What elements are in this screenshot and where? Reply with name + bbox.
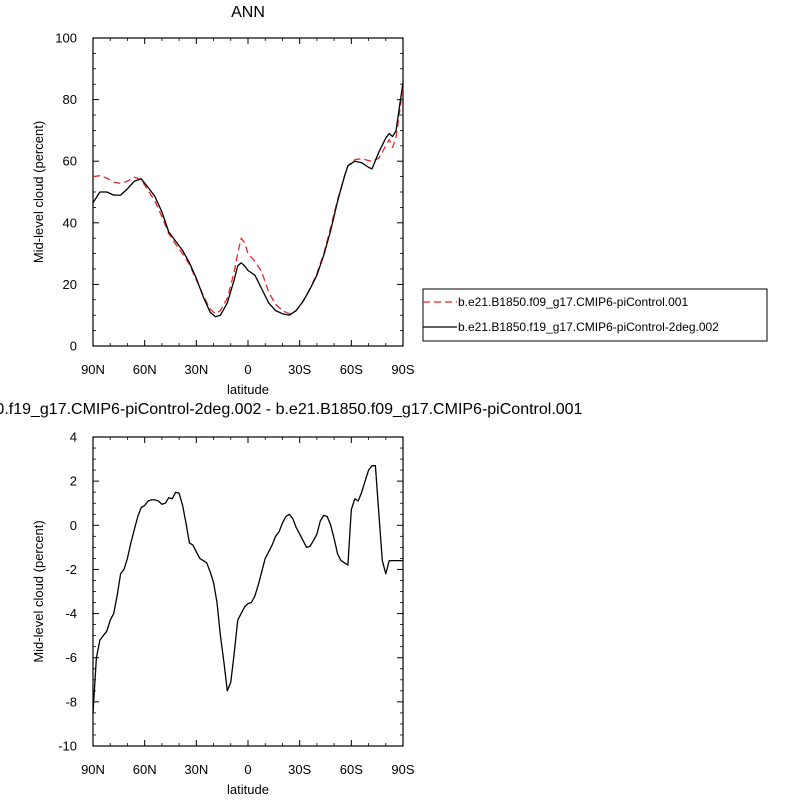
top-plot-frame [92,37,404,347]
legend: b.e21.B1850.f09_g17.CMIP6-piControl.001b… [422,288,768,342]
bottom-plot-frame [92,436,404,747]
top-plot-area: 0 20 40 60 80 100 90N 60N 30N 0 30S 60S 90S latitude M… [31,31,415,398]
bottom-x-tick-label: 60N [133,762,157,777]
top-y-tick-label: 60 [63,154,77,169]
legend-entry-1: b.e21.B1850.f09_g17.CMIP6-piControl.001 [458,295,688,309]
bottom-y-tick-label: 2 [70,474,77,489]
bottom-y-tick-label: 4 [70,430,77,445]
legend-entry-2: b.e21.B1850.f19_g17.CMIP6-piControl-2deg… [458,320,719,334]
bottom-plot-area: -10 -8 -6 -4 -2 0 2 4 90N 60N 30N 0 30S 60S 90S latitud… [31,430,415,798]
top-y-tick-label: 20 [63,277,77,292]
top-x-tick-label: 0 [244,362,251,377]
top-x-tick-label: 60N [133,362,157,377]
bottom-x-axis-label: latitude [227,782,269,797]
legend-box [422,288,768,342]
bottom-y-tick-label: -4 [65,606,77,621]
top-x-tick-label: 30S [288,362,311,377]
bottom-x-tick-label: 90S [391,762,414,777]
top-x-tick-label: 30N [184,362,208,377]
top-y-tick-label: 80 [63,92,77,107]
bottom-y-tick-label: -2 [65,562,77,577]
top-y-tick-label: 0 [70,339,77,354]
bottom-series-line-1 [92,465,403,713]
bottom-x-tick-label: 90N [81,762,105,777]
top-chart-title: ANN [231,4,265,21]
bottom-y-tick-label: -6 [65,650,77,665]
bottom-x-tick-label: 30S [288,762,311,777]
top-x-tick-label: 60S [340,362,363,377]
top-y-axis-label: Mid-level cloud (percent) [31,121,46,263]
top-x-tick-label: 90S [391,362,414,377]
top-y-tick-label: 40 [63,215,77,230]
top-series-line-1 [92,87,404,315]
bottom-x-tick-label: 60S [340,762,363,777]
bottom-y-axis-label: Mid-level cloud (percent) [31,520,46,662]
top-series-line-2 [92,82,404,318]
bottom-y-tick-label: 0 [70,518,77,533]
bottom-y-tick-label: -8 [65,694,77,709]
top-x-axis-label: latitude [227,382,269,397]
bottom-y-tick-label: -10 [58,739,77,754]
top-x-tick-label: 90N [81,362,105,377]
bottom-chart-title: b.e21.B1850.f19_g17.CMIP6-piControl-2deg… [0,401,583,418]
bottom-x-tick-label: 30N [184,762,208,777]
bottom-x-tick-label: 0 [244,762,251,777]
top-y-tick-label: 100 [55,31,77,46]
